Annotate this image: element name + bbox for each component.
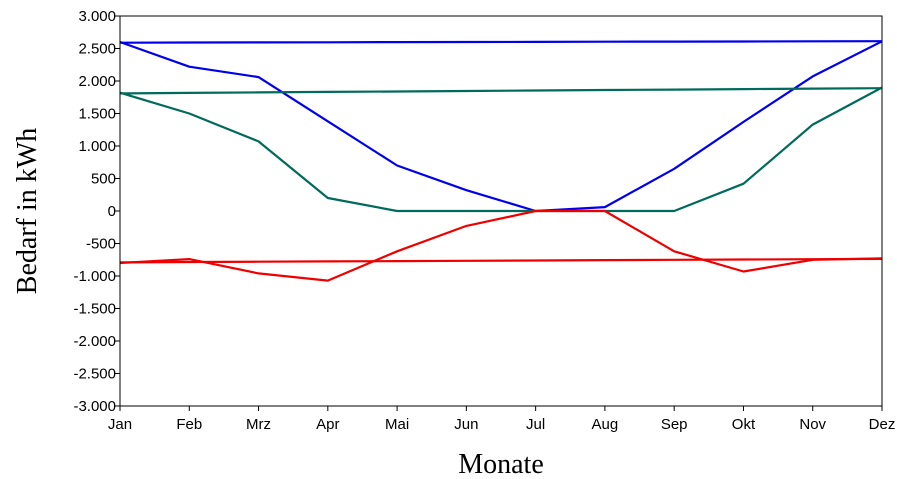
y-tick-label: 2.000 xyxy=(78,73,116,90)
y-tick-label: 2.500 xyxy=(78,41,116,58)
series-line-6 xyxy=(119,257,883,264)
x-tick-label: Dez xyxy=(869,416,896,433)
y-tick-label: -2.500 xyxy=(73,366,116,383)
x-tick-label: Mai xyxy=(385,416,409,433)
x-tick-label: Feb xyxy=(176,416,202,433)
x-axis-title: Monate xyxy=(458,449,544,479)
y-tick-label: -3.000 xyxy=(73,398,116,415)
y-axis-title: Bedarf in kWh xyxy=(12,128,43,294)
x-tick-label: Jun xyxy=(454,416,478,433)
x-tick-label: Jul xyxy=(526,416,545,433)
series-line-1 xyxy=(119,40,883,213)
series-line-2 xyxy=(119,86,883,213)
series-line-3 xyxy=(119,209,883,282)
x-tick-label: Jan xyxy=(108,416,132,433)
y-tick-label: 0 xyxy=(108,203,116,220)
x-tick-label: Aug xyxy=(592,416,619,433)
x-axis-ticks: Jan Feb Mrz Apr Mai Jun Jul Aug Sep Okt Nov Dez xyxy=(108,406,895,433)
y-tick-label: -1.500 xyxy=(73,301,116,318)
y-tick-label: -500 xyxy=(86,236,116,253)
x-tick-label: Sep xyxy=(661,416,688,433)
x-tick-label: Mrz xyxy=(246,416,271,433)
x-tick-label: Nov xyxy=(799,416,826,433)
y-tick-label: -1.000 xyxy=(73,268,116,285)
y-tick-label: 1.000 xyxy=(78,138,116,155)
y-tick-label: 1.500 xyxy=(78,106,116,123)
y-tick-label: 500 xyxy=(91,171,116,188)
series-layer xyxy=(119,40,883,282)
y-axis-ticks: 3.000 2.500 2.000 1.500 1.000 500 0 -500 -1.000 -… xyxy=(73,8,120,415)
x-tick-label: Okt xyxy=(732,416,756,433)
y-tick-label: -2.000 xyxy=(73,333,116,350)
y-tick-label: 3.000 xyxy=(78,8,116,25)
series-line-4 xyxy=(119,40,883,44)
series-line-5 xyxy=(119,87,883,95)
x-tick-label: Apr xyxy=(316,416,339,433)
